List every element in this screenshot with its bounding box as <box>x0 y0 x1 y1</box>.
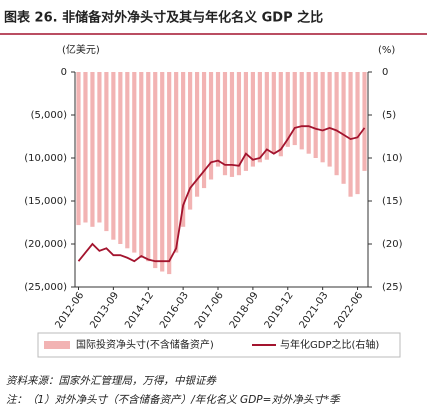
bar <box>188 72 193 210</box>
bar <box>271 72 276 154</box>
bar <box>285 72 290 147</box>
bar <box>201 72 207 189</box>
bar <box>76 72 81 226</box>
y-tick-label: (5,000) <box>31 110 68 121</box>
bar <box>306 72 311 154</box>
legend-label: 与年化GDP之比(右轴) <box>280 338 379 351</box>
bar <box>243 72 249 171</box>
bar <box>348 72 353 197</box>
bar <box>257 72 262 163</box>
bar <box>362 72 367 171</box>
y-tick-label: (15,000) <box>24 196 67 207</box>
y2-unit: (%) <box>378 45 395 56</box>
bar <box>139 72 144 257</box>
legend-box <box>37 332 401 358</box>
bar <box>355 72 360 195</box>
bar <box>118 72 123 244</box>
bar <box>229 72 235 177</box>
y2-tick-label: (10) <box>382 153 403 164</box>
bar <box>299 72 304 150</box>
bar <box>208 72 214 180</box>
y2-tick-label: (15) <box>382 196 403 207</box>
bar <box>313 72 318 158</box>
y-tick-label: 0 <box>61 67 67 78</box>
x-tick-label: 2022-06 <box>332 290 365 331</box>
x-tick-label: 2016-03 <box>158 290 191 331</box>
bar <box>153 72 158 269</box>
bar <box>97 72 102 223</box>
y2-tick-label: (20) <box>382 239 403 250</box>
x-tick-label: 2021-03 <box>298 290 331 331</box>
y-tick-label: (10,000) <box>24 153 67 164</box>
bar <box>83 72 88 223</box>
x-tick-label: 2018-09 <box>228 290 261 331</box>
line <box>77 125 366 263</box>
bar <box>194 72 200 197</box>
x-tick-label: 2012-06 <box>53 290 86 331</box>
bar <box>334 72 339 176</box>
y2-tick-label: (5) <box>382 110 396 121</box>
bar <box>278 72 283 157</box>
y-unit: (亿美元) <box>62 43 100 56</box>
x-tick-label: 2013-09 <box>88 290 121 331</box>
bar <box>174 72 179 253</box>
bar <box>104 72 109 232</box>
x-tick-label: 2017-06 <box>193 290 226 331</box>
x-tick-label: 2019-12 <box>263 290 296 331</box>
bar <box>320 72 325 163</box>
bar <box>181 72 186 227</box>
y2-tick-label: (25) <box>382 282 403 293</box>
bar <box>90 72 95 227</box>
bar <box>111 72 116 240</box>
y-tick-label: (25,000) <box>24 282 67 293</box>
bar <box>327 72 332 167</box>
bar <box>292 72 297 146</box>
legend-swatch <box>44 341 70 349</box>
bar <box>264 72 269 160</box>
bar <box>341 72 346 184</box>
bar <box>167 72 172 275</box>
y-tick-label: (20,000) <box>24 239 67 250</box>
x-tick-label: 2014-12 <box>123 290 156 331</box>
chart-title: 图表 26. 非储备对外净头寸及其与年化名义 GDP 之比 <box>4 10 323 26</box>
source: 资料来源：国家外汇管理局，万得，中银证券 <box>6 375 217 387</box>
bar <box>132 72 137 253</box>
bar <box>125 72 130 249</box>
legend-label: 国际投资净头寸(不含储备资产) <box>76 338 214 351</box>
note: 注：（1）对外净头寸（不含储备资产）/年化名义 GDP=对外净头寸*季 <box>6 394 341 406</box>
bar <box>236 72 242 176</box>
bar <box>250 72 255 167</box>
bar <box>215 72 221 167</box>
bar <box>160 72 165 272</box>
y2-tick-label: 0 <box>382 67 388 78</box>
bar <box>146 72 151 262</box>
bar <box>222 72 228 176</box>
